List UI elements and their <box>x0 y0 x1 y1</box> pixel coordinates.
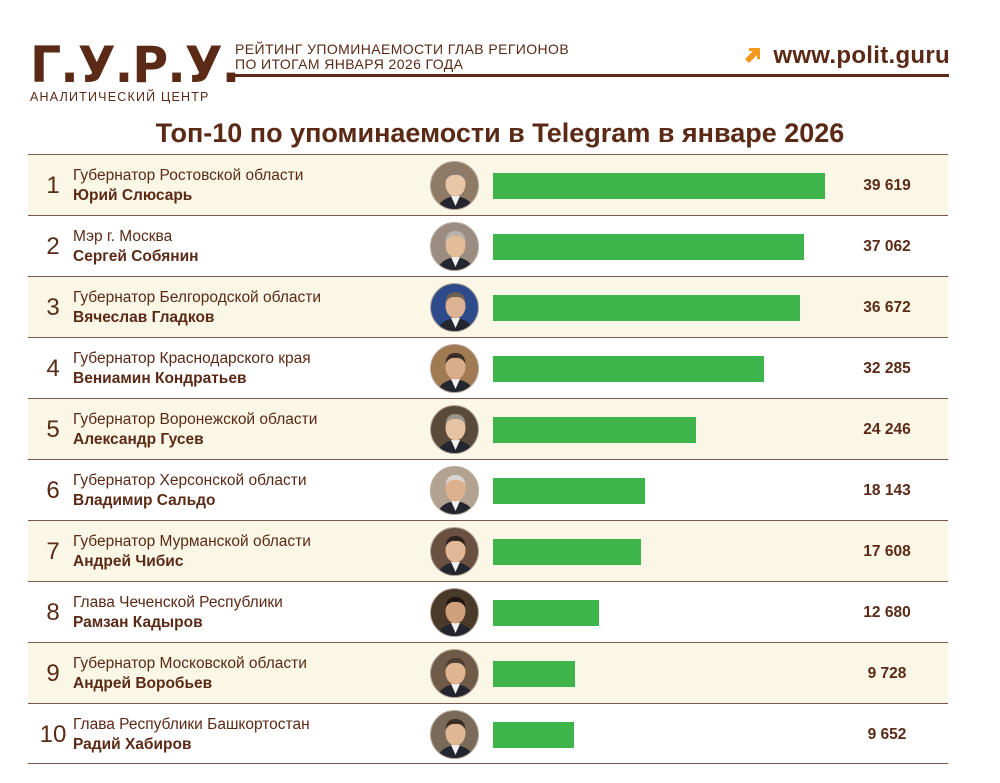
value-bar <box>493 722 574 748</box>
rank-number: 9 <box>46 660 60 687</box>
table-row: 10 Глава Республики Башкортостан Радий Хаб… <box>28 703 948 764</box>
position-title: Губернатор Херсонской области <box>73 472 307 489</box>
table-row: 6 Губернатор Херсонской области Владимир С… <box>28 459 948 520</box>
value-bar <box>493 234 804 260</box>
value-label: 24 246 <box>863 421 911 438</box>
person-name: Владимир Сальдо <box>73 492 216 509</box>
avatar <box>430 710 479 759</box>
table-row: 4 Губернатор Краснодарского края Вениамин … <box>28 337 948 398</box>
position-title: Глава Чеченской Республики <box>73 594 283 611</box>
person-name: Вячеслав Гладков <box>73 309 215 326</box>
value-label: 32 285 <box>863 360 911 377</box>
position-title: Губернатор Ростовской области <box>73 167 304 184</box>
value-bar <box>493 661 575 687</box>
value-label: 39 619 <box>863 177 911 194</box>
position-title: Мэр г. Москва <box>73 228 173 245</box>
person-name: Юрий Слюсарь <box>73 187 193 204</box>
person-name: Радий Хабиров <box>73 736 192 753</box>
value-label: 17 608 <box>863 543 911 560</box>
rank-number: 4 <box>46 355 60 382</box>
table-row: 9 Губернатор Московской области Андрей Вор… <box>28 642 948 703</box>
subtitle-line-1: РЕЙТИНГ УПОМИНАЕМОСТИ ГЛАВ РЕГИОНОВ <box>235 41 570 57</box>
guru-logo: Г.У.Р.У. АНАЛИТИЧЕСКИЙ ЦЕНТР <box>30 36 240 104</box>
header-divider <box>235 74 949 77</box>
avatar <box>430 283 479 332</box>
rank-number: 2 <box>46 233 60 260</box>
avatar <box>430 527 479 576</box>
logo-subtitle: АНАЛИТИЧЕСКИЙ ЦЕНТР <box>30 90 210 104</box>
rank-number: 6 <box>46 477 60 504</box>
value-bar <box>493 478 645 504</box>
table-row: 8 Глава Чеченской Республики Рамзан Кадыро… <box>28 581 948 642</box>
value-label: 12 680 <box>863 604 911 621</box>
value-label: 18 143 <box>863 482 911 499</box>
table-row: 2 Мэр г. Москва Сергей Собянин 37 062 <box>28 215 948 276</box>
value-bar <box>493 600 599 626</box>
rank-number: 7 <box>46 538 60 565</box>
table-row: 1 Губернатор Ростовской области Юрий Слюса… <box>28 154 948 215</box>
table-row: 5 Губернатор Воронежской области Александр… <box>28 398 948 459</box>
chart-title: Топ-10 по упоминаемости в Telegram в янв… <box>155 118 845 148</box>
position-title: Глава Республики Башкортостан <box>73 716 310 733</box>
value-bar <box>493 417 696 443</box>
person-name: Рамзан Кадыров <box>73 614 203 631</box>
value-label: 37 062 <box>863 238 911 255</box>
avatar <box>430 649 479 698</box>
table-row: 3 Губернатор Белгородской области Вячеслав… <box>28 276 948 337</box>
site-url[interactable]: www.polit.guru <box>773 42 950 69</box>
avatar <box>430 405 479 454</box>
position-title: Губернатор Краснодарского края <box>73 350 311 367</box>
value-bar <box>493 539 641 565</box>
position-title: Губернатор Белгородской области <box>73 289 321 306</box>
subtitle-line-2: ПО ИТОГАМ ЯНВАРЯ 2026 ГОДА <box>235 56 464 72</box>
rank-number: 8 <box>46 599 60 626</box>
rank-number: 10 <box>39 721 67 748</box>
site-link[interactable]: www.polit.guru <box>741 42 950 70</box>
avatar <box>430 588 479 637</box>
person-name: Андрей Воробьев <box>73 675 213 692</box>
position-title: Губернатор Мурманской области <box>73 533 311 550</box>
person-name: Сергей Собянин <box>73 248 199 265</box>
ranking-chart: 1 Губернатор Ростовской области Юрий Слюса… <box>28 154 948 764</box>
value-bar <box>493 295 800 321</box>
person-name: Александр Гусев <box>73 431 204 448</box>
rank-number: 1 <box>46 172 60 199</box>
position-title: Губернатор Воронежской области <box>73 411 318 428</box>
logo-text: Г.У.Р.У. <box>30 36 240 94</box>
avatar <box>430 222 479 271</box>
value-label: 36 672 <box>863 299 911 316</box>
avatar <box>430 344 479 393</box>
value-bar <box>493 356 764 382</box>
value-bar <box>493 173 825 199</box>
rank-number: 3 <box>46 294 60 321</box>
value-label: 9 652 <box>867 726 907 743</box>
person-name: Вениамин Кондратьев <box>73 370 247 387</box>
rank-number: 5 <box>46 416 60 443</box>
avatar <box>430 466 479 515</box>
arrow-icon <box>745 48 761 63</box>
report-subtitle: РЕЙТИНГ УПОМИНАЕМОСТИ ГЛАВ РЕГИОНОВ ПО И… <box>235 42 569 72</box>
table-row: 7 Губернатор Мурманской области Андрей Чиб… <box>28 520 948 581</box>
person-name: Андрей Чибис <box>73 553 184 570</box>
position-title: Губернатор Московской области <box>73 655 307 672</box>
value-label: 9 728 <box>867 665 907 682</box>
avatar <box>430 161 479 210</box>
